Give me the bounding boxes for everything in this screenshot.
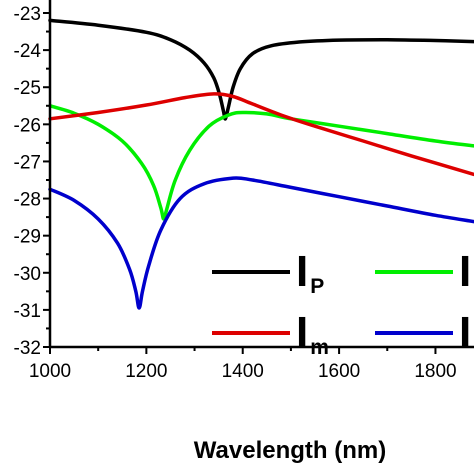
y-tick-label: -25 bbox=[14, 78, 41, 99]
x-tick-label: 1600 bbox=[318, 361, 360, 382]
y-tick-label: -30 bbox=[14, 264, 41, 285]
y-tick-label: -31 bbox=[14, 301, 41, 322]
series-line-m bbox=[48, 92, 474, 177]
legend-label-m: Im bbox=[296, 308, 329, 359]
x-tick-label: 1200 bbox=[125, 361, 167, 382]
y-tick-label: -24 bbox=[14, 41, 42, 62]
legend-label-P: IP bbox=[296, 247, 324, 298]
y-axis-ticks: -23 -24 -25 -26 -27 -28 -29 -30 -31 -32 bbox=[14, 4, 50, 359]
y-tick-label: -27 bbox=[14, 152, 41, 173]
series-curves bbox=[48, 18, 474, 310]
y-tick-label: -23 bbox=[14, 4, 41, 25]
x-tick-label: 1400 bbox=[222, 361, 264, 382]
y-tick-label: -28 bbox=[14, 190, 41, 211]
y-tick-label: -29 bbox=[14, 227, 41, 248]
x-tick-label: 1000 bbox=[29, 361, 71, 382]
x-axis-ticks: 1000 1200 1400 1600 1800 bbox=[29, 347, 457, 382]
legend: IP IE Im IM bbox=[212, 247, 474, 359]
y-tick-label: -26 bbox=[14, 115, 41, 136]
series-line-M bbox=[48, 176, 474, 310]
series-line-E bbox=[48, 104, 474, 221]
series-line-P bbox=[48, 18, 474, 121]
x-axis-label: Wavelength (nm) bbox=[194, 437, 386, 464]
x-tick-label: 1800 bbox=[414, 361, 456, 382]
legend-label-M: IM bbox=[459, 308, 474, 359]
legend-label-E: IE bbox=[459, 247, 474, 298]
y-tick-label: -32 bbox=[14, 338, 41, 359]
